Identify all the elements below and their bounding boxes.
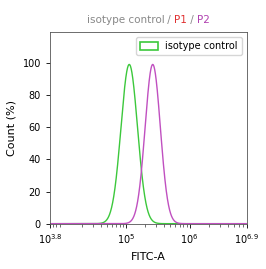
Text: P2: P2 — [197, 15, 210, 25]
X-axis label: FITC-A: FITC-A — [131, 252, 166, 262]
Text: isotype control: isotype control — [86, 15, 164, 25]
Legend: isotype control: isotype control — [136, 37, 242, 55]
Text: /: / — [187, 15, 197, 25]
Text: P1: P1 — [174, 15, 187, 25]
Y-axis label: Count (%): Count (%) — [7, 100, 17, 156]
Text: /: / — [164, 15, 174, 25]
